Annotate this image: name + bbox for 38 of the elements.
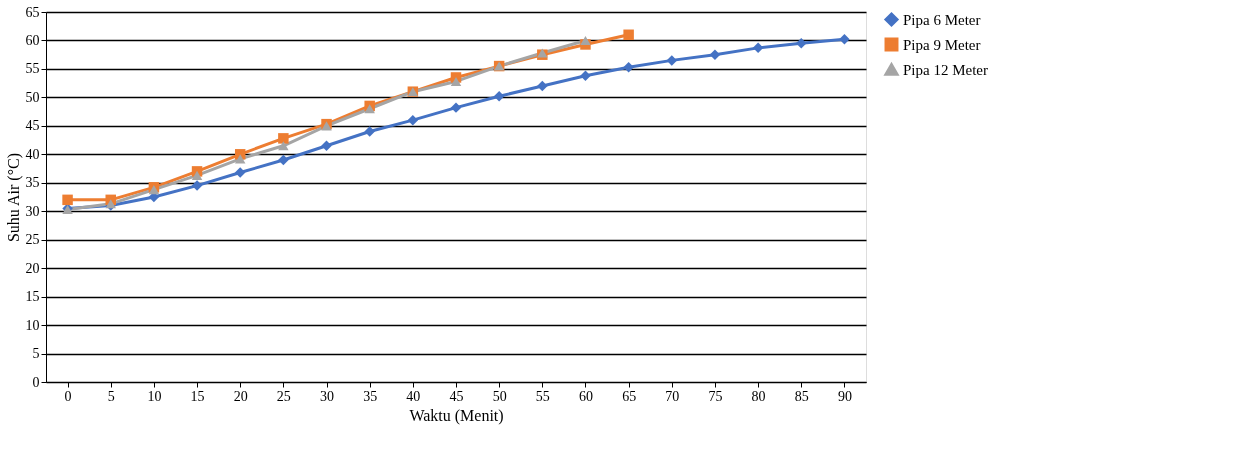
y-tick-label: 30 [25, 203, 40, 219]
y-tick-label: 25 [25, 232, 40, 248]
x-tick-label: 45 [449, 388, 464, 404]
x-tick-label: 15 [190, 388, 205, 404]
y-tick-label: 35 [25, 175, 40, 191]
x-tick-label: 10 [147, 388, 162, 404]
x-tick-label: 75 [708, 388, 723, 404]
y-tick-label: 55 [25, 61, 40, 77]
x-tick-label: 35 [363, 388, 378, 404]
x-tick-label: 55 [535, 388, 550, 404]
legend-label: Pipa 9 Meter [903, 36, 981, 53]
x-tick-label: 65 [622, 388, 637, 404]
legend-label: Pipa 12 Meter [903, 61, 988, 78]
x-tick-label: 5 [107, 388, 115, 404]
x-tick-label: 70 [665, 388, 680, 404]
x-tick-label: 0 [64, 388, 72, 404]
x-tick-label: 85 [794, 388, 809, 404]
y-tick-label: 5 [32, 346, 40, 362]
y-tick-label: 20 [25, 260, 40, 276]
y-tick-label: 45 [25, 118, 40, 134]
x-axis-title: Waktu (Menit) [409, 406, 504, 425]
y-tick-label: 0 [32, 374, 40, 390]
x-tick-label: 50 [492, 388, 507, 404]
y-axis-title: Suhu Air (°C) [4, 152, 23, 243]
y-tick-label: 65 [25, 4, 40, 20]
x-tick-label: 30 [320, 388, 335, 404]
x-tick-label: 60 [578, 388, 593, 404]
x-tick-label: 90 [837, 388, 852, 404]
y-tick-label: 10 [25, 317, 40, 333]
x-tick-label: 20 [233, 388, 248, 404]
x-tick-label: 80 [751, 388, 766, 404]
x-tick-label: 25 [276, 388, 291, 404]
y-tick-label: 60 [25, 32, 40, 48]
y-tick-label: 15 [25, 289, 40, 305]
y-tick-label: 50 [25, 89, 40, 105]
legend-label: Pipa 6 Meter [903, 11, 981, 28]
x-tick-label: 40 [406, 388, 421, 404]
y-tick-label: 40 [25, 146, 40, 162]
